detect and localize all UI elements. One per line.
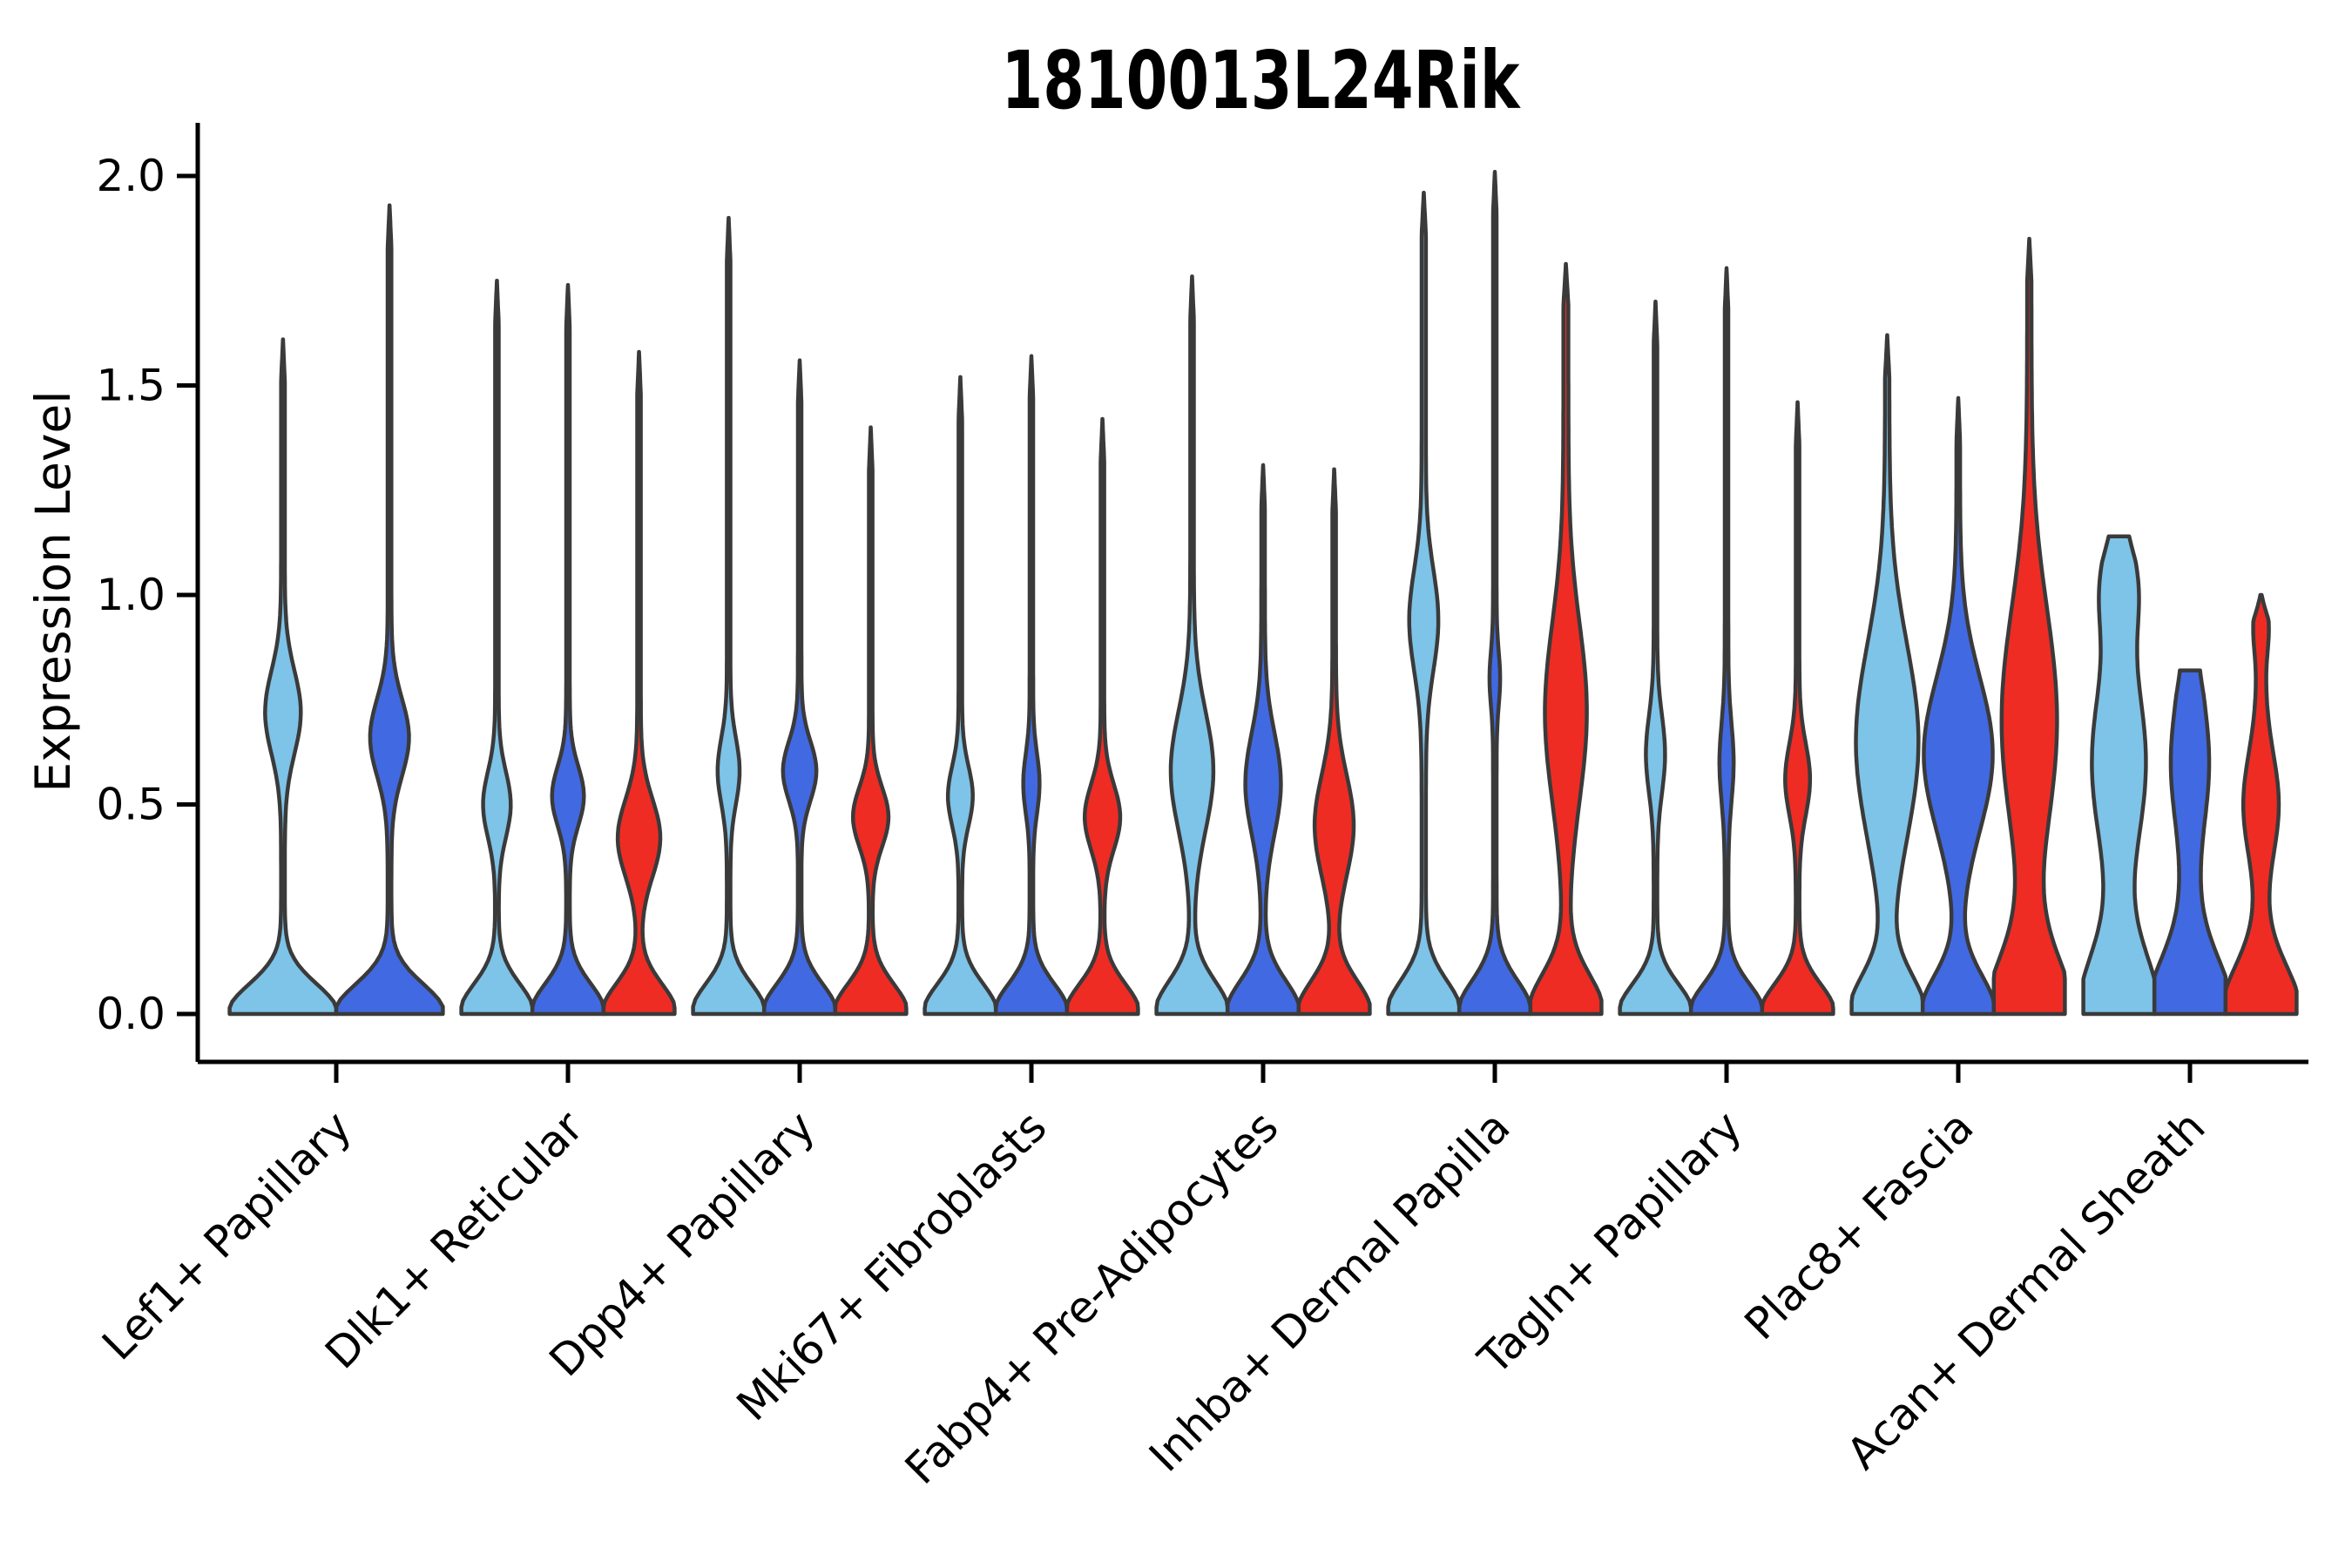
x-category-label-plac8-fascia: Plac8+ Fascia <box>1735 1101 1984 1349</box>
violin-tagln-papillary-red <box>1760 400 1835 1017</box>
x-category-label-dlk1-reticular: Dlk1+ Reticular <box>315 1101 592 1378</box>
violin-inhba-dermal-papilla-red <box>1528 261 1604 1017</box>
y-tick-label-2.0: 2.0 <box>96 151 166 201</box>
violin-lef1-papillary-dark_blue <box>334 203 445 1017</box>
violin-lef1-papillary-light_blue <box>227 337 339 1017</box>
violin-plac8-fascia-dark_blue <box>1920 395 1997 1017</box>
violin-tagln-papillary-dark_blue <box>1688 266 1765 1017</box>
violin-plac8-fascia-red <box>1991 236 2067 1017</box>
violin-dpp4-papillary-dark_blue <box>761 358 838 1017</box>
violin-dlk1-reticular-dark_blue <box>530 282 606 1017</box>
y-tick-label-0.5: 0.5 <box>96 780 166 830</box>
violin-inhba-dermal-papilla-dark_blue <box>1456 169 1533 1017</box>
violin-plac8-fascia-light_blue <box>1849 333 1925 1017</box>
violin-fabp4-pre-adipocytes-dark_blue <box>1225 463 1301 1017</box>
chart-title: 1810013L24Rik <box>1002 34 1521 127</box>
y-tick-label-0.0: 0.0 <box>96 989 166 1039</box>
violin-tagln-papillary-light_blue <box>1618 300 1693 1017</box>
x-category-label-fabp4-pre-adipocytes: Fabp4+ Pre-Adipocytes <box>896 1101 1288 1494</box>
violin-dlk1-reticular-red <box>601 349 677 1017</box>
violin-fabp4-pre-adipocytes-light_blue <box>1154 274 1230 1017</box>
y-tick-label-1.5: 1.5 <box>96 361 166 411</box>
violin-inhba-dermal-papilla-light_blue <box>1386 190 1462 1017</box>
violin-fabp4-pre-adipocytes-red <box>1296 467 1372 1017</box>
violin-dpp4-papillary-light_blue <box>691 215 767 1017</box>
violins <box>227 169 2299 1017</box>
violin-mki67-fibroblasts-light_blue <box>923 375 998 1017</box>
x-category-label-lef1-papillary: Lef1+ Papillary <box>92 1101 361 1369</box>
y-axis-label: Expression Level <box>25 390 81 792</box>
violin-acan-dermal-sheath-red <box>2223 592 2299 1017</box>
violin-mki67-fibroblasts-dark_blue <box>993 354 1070 1017</box>
violin-dlk1-reticular-light_blue <box>459 279 535 1017</box>
violin-acan-dermal-sheath-dark_blue <box>2152 668 2228 1017</box>
violin-acan-dermal-sheath-light_blue <box>2081 534 2157 1017</box>
y-tick-label-1.0: 1.0 <box>96 570 166 620</box>
violin-mki67-fibroblasts-red <box>1064 416 1140 1017</box>
violin-dpp4-papillary-red <box>833 425 909 1017</box>
